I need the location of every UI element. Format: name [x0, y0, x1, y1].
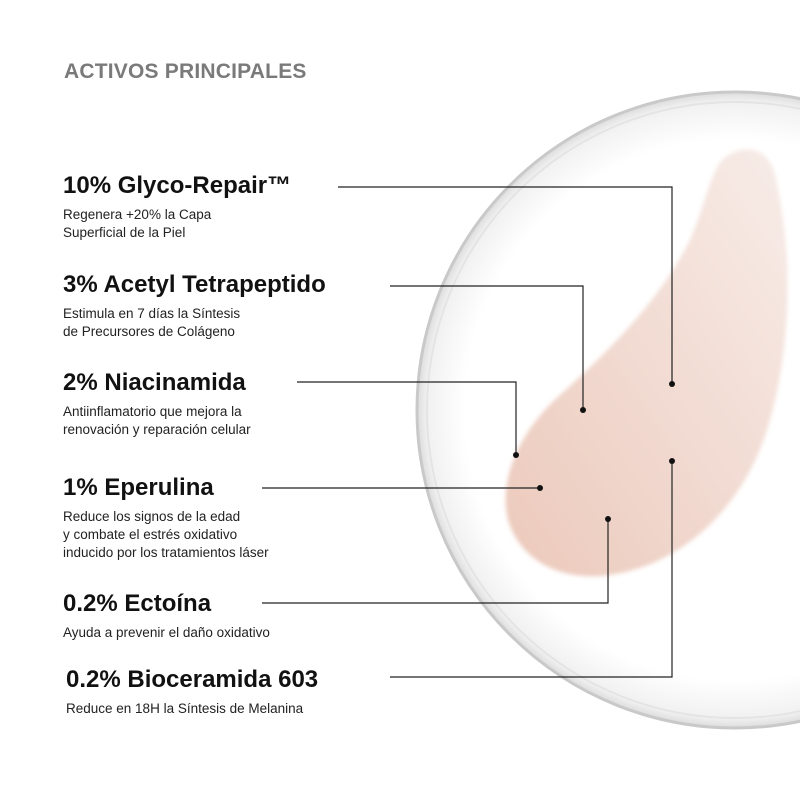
cream-swatch: [505, 149, 788, 577]
ingredient-description: Reduce los signos de la edad y combate e…: [63, 509, 269, 560]
ingredient-name: 3% Acetyl Tetrapeptido: [63, 271, 326, 298]
callout-line: [338, 186, 673, 384]
callout-dot: [669, 458, 675, 464]
callout-line: [390, 285, 584, 410]
ingredient-description: Estimula en 7 días la Síntesis de Precur…: [63, 306, 241, 339]
callout-dot: [669, 381, 675, 387]
callout-line: [297, 381, 517, 455]
ingredient-description: Antiinflamatorio que mejora la renovació…: [63, 404, 251, 437]
callout-dot: [580, 407, 586, 413]
ingredient-description: Ayuda a prevenir el daño oxidativo: [63, 625, 270, 640]
ingredient-name: 0.2% Ectoína: [63, 590, 212, 617]
ingredient-name: 2% Niacinamida: [63, 369, 246, 396]
ingredient-name: 10% Glyco-Repair™: [63, 172, 292, 199]
ingredient-description: Regenera +20% la Capa Superficial de la …: [63, 207, 212, 240]
callout-line: [390, 461, 673, 678]
ingredient-name: 0.2% Bioceramida 603: [66, 666, 319, 693]
callout-line: [262, 519, 609, 604]
callout-dot: [513, 452, 519, 458]
ingredient-bioceramida: 0.2% Bioceramida 603 Reduce en 18H la Sí…: [66, 666, 318, 718]
callout-dot: [605, 516, 611, 522]
ingredient-glyco-repair: 10% Glyco-Repair™ Regenera +20% la Capa …: [63, 172, 291, 242]
ingredient-niacinamida: 2% Niacinamida Antiinflamatorio que mejo…: [63, 369, 251, 439]
callout-dot: [537, 485, 543, 491]
ingredient-description: Reduce en 18H la Síntesis de Melanina: [66, 701, 304, 716]
ingredient-acetyl-tetrapeptido: 3% Acetyl Tetrapeptido Estimula en 7 día…: [63, 271, 326, 341]
ingredient-name: 1% Eperulina: [63, 474, 214, 501]
ingredient-eperulina: 1% Eperulina Reduce los signos de la eda…: [63, 474, 269, 562]
page-title: ACTIVOS PRINCIPALES: [64, 60, 307, 83]
ingredient-ectoina: 0.2% Ectoína Ayuda a prevenir el daño ox…: [63, 590, 270, 642]
